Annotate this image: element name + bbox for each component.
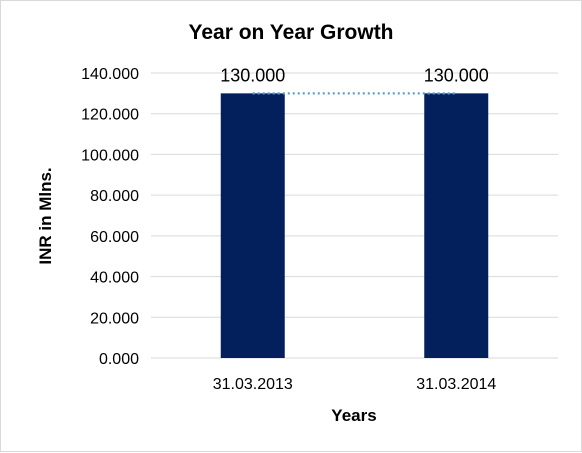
y-tick-label: 0.000 <box>99 351 139 368</box>
bar <box>424 93 489 358</box>
gridlines <box>151 72 558 359</box>
x-axis-title: Years <box>331 406 376 425</box>
x-tick-label: 31.03.2013 <box>213 376 293 393</box>
y-axis-ticks: 0.000 20.000 40.000 60.000 80.000 100.000 120.… <box>81 66 139 368</box>
y-tick-label: 100.000 <box>81 147 139 164</box>
chart-title: Year on Year Growth <box>188 21 393 44</box>
y-tick-label: 20.000 <box>90 310 139 327</box>
y-tick-label: 120.000 <box>81 107 139 124</box>
x-axis-ticks: 31.03.2013 31.03.2014 <box>213 376 497 393</box>
data-label: 130.000 <box>220 65 285 85</box>
y-tick-label: 80.000 <box>90 188 139 205</box>
x-tick-label: 31.03.2014 <box>416 376 496 393</box>
data-label: 130.000 <box>424 65 489 85</box>
y-tick-label: 140.000 <box>81 66 139 83</box>
bar <box>220 93 285 358</box>
y-tick-label: 40.000 <box>90 270 139 287</box>
y-tick-label: 60.000 <box>90 229 139 246</box>
bars <box>220 93 489 358</box>
y-axis-title: INR in Mlns. <box>36 167 55 264</box>
data-labels: 130.000 130.000 <box>220 65 489 85</box>
